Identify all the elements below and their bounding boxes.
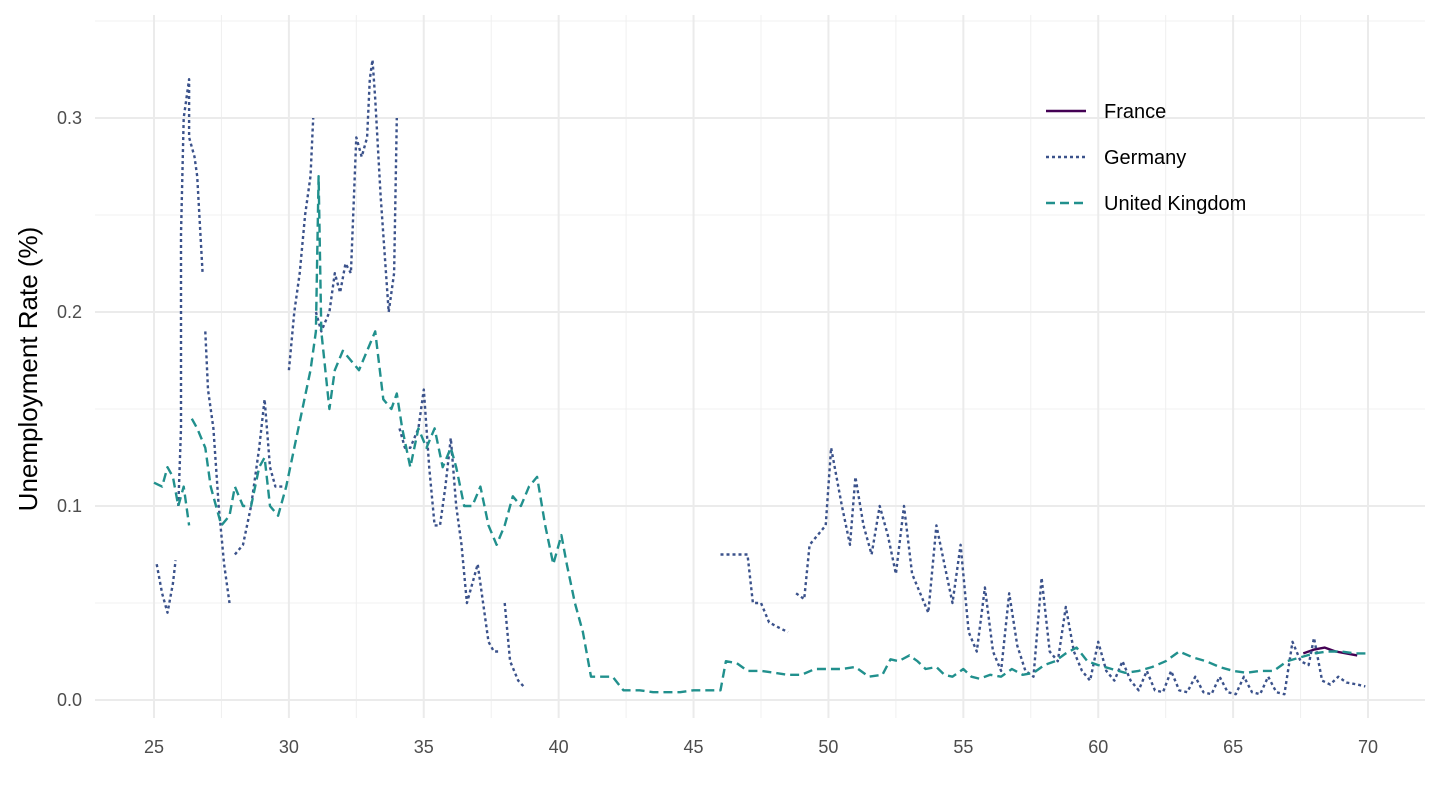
series-line-germany <box>177 78 204 507</box>
x-tick-label: 55 <box>953 737 973 757</box>
y-axis-label: Unemployment Rate (%) <box>13 227 43 512</box>
series-line-germany <box>503 602 525 688</box>
legend-label-germany: Germany <box>1104 147 1186 169</box>
x-axis-ticks: 25 30 35 40 45 50 55 60 65 70 <box>144 737 1378 757</box>
y-axis-ticks: 0.0 0.1 0.2 0.3 <box>57 108 82 710</box>
legend: France Germany United Kingdom <box>1046 101 1246 215</box>
x-tick-label: 60 <box>1088 737 1108 757</box>
series-line-germany <box>795 446 1366 696</box>
x-tick-label: 50 <box>818 737 838 757</box>
series-line-germany <box>233 398 284 556</box>
y-tick-label: 0.2 <box>57 302 82 322</box>
x-tick-label: 70 <box>1358 737 1378 757</box>
y-tick-label: 0.0 <box>57 690 82 710</box>
x-tick-label: 40 <box>549 737 569 757</box>
major-gridlines <box>95 15 1425 718</box>
series-line-france <box>1302 646 1358 657</box>
x-tick-label: 25 <box>144 737 164 757</box>
minor-gridlines <box>95 15 1425 718</box>
series-line-germany <box>287 117 315 371</box>
series-line-germany <box>204 331 231 604</box>
series-line-germany <box>155 560 177 614</box>
x-tick-label: 35 <box>414 737 434 757</box>
legend-label-france: France <box>1104 101 1166 123</box>
series-line-united-kingdom <box>153 466 191 526</box>
series-line-germany <box>314 58 398 333</box>
x-tick-label: 30 <box>279 737 299 757</box>
x-tick-label: 45 <box>684 737 704 757</box>
y-tick-label: 0.1 <box>57 496 82 516</box>
x-tick-label: 65 <box>1223 737 1243 757</box>
y-tick-label: 0.3 <box>57 108 82 128</box>
series-line-united-kingdom <box>190 175 1368 694</box>
series-lines <box>153 58 1368 696</box>
series-line-germany <box>720 553 789 634</box>
legend-label-united-kingdom: United Kingdom <box>1104 193 1246 215</box>
series-line-germany <box>398 388 500 653</box>
